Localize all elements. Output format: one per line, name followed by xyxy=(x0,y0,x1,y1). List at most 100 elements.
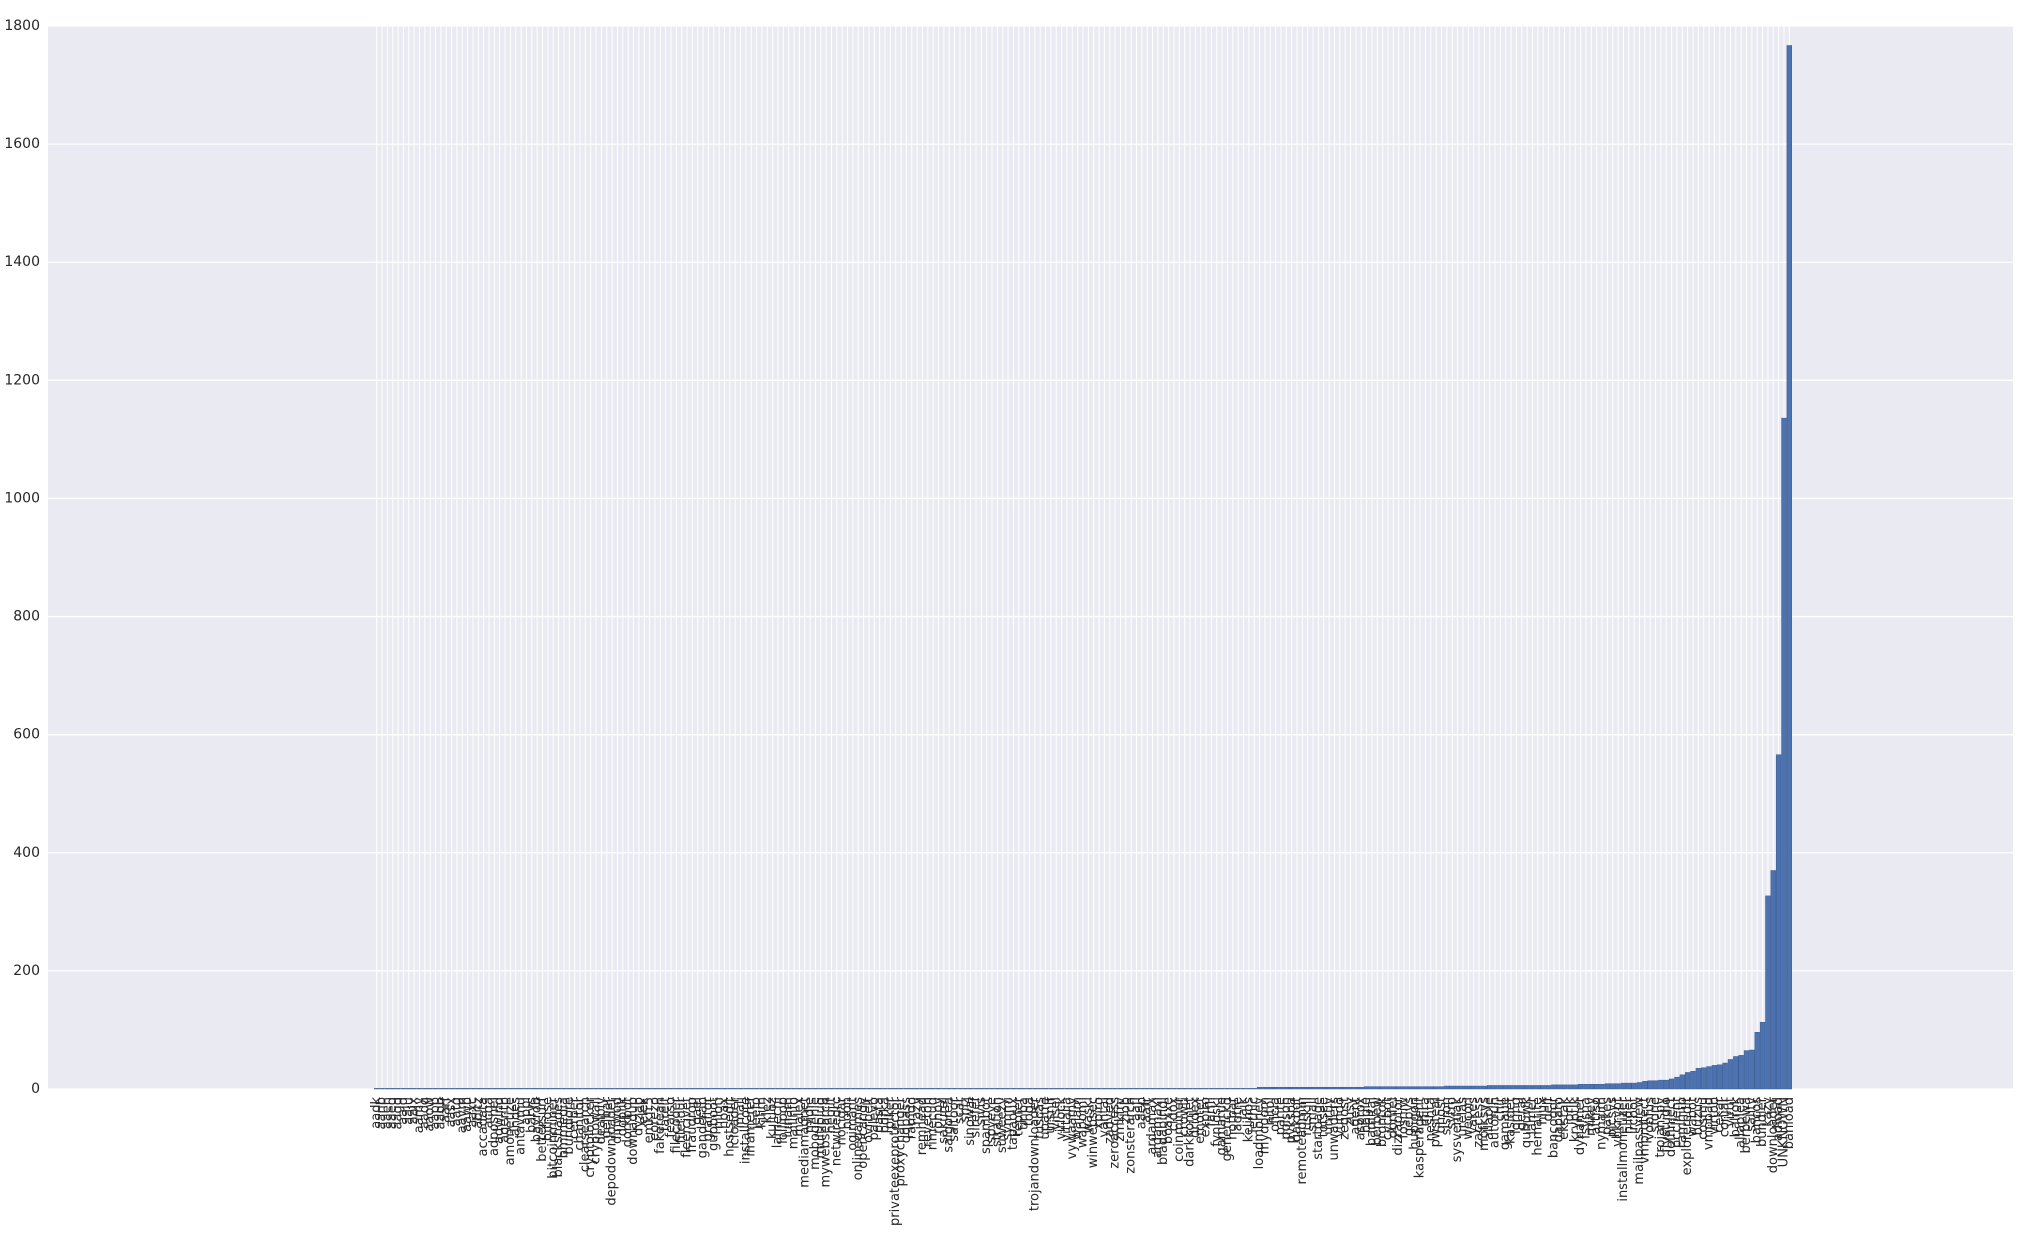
bar xyxy=(566,1088,572,1090)
bar xyxy=(1444,1085,1450,1090)
x-tick-label: farfli xyxy=(1204,1097,1219,1127)
bar xyxy=(850,1088,856,1090)
x-tick-label: coinminer xyxy=(1172,1096,1187,1161)
x-tick-label: mydoom xyxy=(1257,1097,1272,1154)
bar xyxy=(1337,1086,1343,1090)
x-tick-label: netwiredrc xyxy=(829,1097,844,1166)
x-tick-label: kryptik xyxy=(1568,1097,1583,1143)
x-tick-label: saltoor xyxy=(947,1096,962,1141)
x-tick-label: proxychanger xyxy=(894,1096,909,1186)
x-tick-label: lamechi xyxy=(770,1097,785,1148)
bar xyxy=(1417,1086,1423,1090)
bar xyxy=(620,1088,626,1090)
bar xyxy=(989,1088,995,1090)
bar xyxy=(1165,1088,1172,1090)
x-tick-label: fosniw xyxy=(1397,1097,1412,1139)
x-tick-label: agentb xyxy=(498,1097,513,1143)
bar xyxy=(1513,1085,1520,1090)
x-tick-label: aavm xyxy=(455,1097,470,1133)
x-tick-label: bmmedia xyxy=(556,1097,571,1158)
x-tick-label: qhost xyxy=(1434,1097,1449,1133)
bar xyxy=(641,1088,647,1090)
bar xyxy=(1561,1084,1568,1090)
bar xyxy=(695,1088,701,1090)
x-tick-label: dealply xyxy=(594,1097,609,1145)
x-tick-label: antavmu xyxy=(514,1097,529,1155)
bar xyxy=(711,1088,717,1090)
bar xyxy=(1684,1072,1691,1090)
bar xyxy=(887,1088,894,1090)
x-tick-label: zaccess xyxy=(1471,1097,1486,1148)
bar xyxy=(759,1088,765,1090)
bar xyxy=(705,1088,712,1090)
bar xyxy=(1358,1086,1364,1090)
x-tick-label: hoax xyxy=(717,1097,732,1129)
x-tick-label: balrok xyxy=(1728,1097,1743,1138)
x-tick-label: mobogenie xyxy=(808,1097,823,1170)
x-tick-label: aajx xyxy=(407,1097,422,1125)
bar xyxy=(1465,1085,1471,1090)
x-tick-label: razy xyxy=(910,1097,925,1125)
bar xyxy=(1240,1088,1247,1090)
bar xyxy=(1107,1088,1113,1090)
x-tick-label: nymaim xyxy=(1595,1097,1610,1150)
bar xyxy=(1396,1086,1402,1090)
x-tick-label: oficla xyxy=(1268,1097,1283,1132)
x-tick-label: agent xyxy=(1348,1097,1363,1135)
bar xyxy=(1454,1085,1461,1090)
x-tick-label: fsysna xyxy=(1578,1097,1593,1139)
x-tick-label: neojit xyxy=(824,1097,839,1134)
bar xyxy=(1535,1085,1541,1090)
x-tick-label: gael xyxy=(690,1097,705,1125)
bar xyxy=(518,1088,524,1090)
bar xyxy=(1695,1068,1702,1090)
x-tick-label: kuluoz xyxy=(765,1097,780,1139)
x-tick-label: banload xyxy=(1782,1097,1797,1149)
x-tick-label: vilsel xyxy=(1049,1097,1064,1130)
bar xyxy=(844,1088,851,1090)
bar xyxy=(919,1088,926,1090)
x-tick-label: pdfka xyxy=(878,1097,893,1133)
x-tick-label: gamarue xyxy=(1215,1097,1230,1155)
x-tick-label: zadved xyxy=(1102,1097,1117,1144)
bar xyxy=(1711,1065,1718,1090)
x-tick-label: hupigon xyxy=(1407,1097,1422,1150)
bar xyxy=(1476,1085,1482,1090)
bar xyxy=(1610,1083,1616,1090)
bar xyxy=(513,1088,519,1090)
x-tick-label: jeefo xyxy=(749,1097,764,1130)
x-tick-label: generickd xyxy=(1220,1097,1235,1161)
x-tick-label: noon xyxy=(840,1097,855,1129)
bar xyxy=(812,1088,819,1090)
x-tick-label: hematite xyxy=(1530,1097,1545,1156)
x-tick-label: ursnif xyxy=(1043,1097,1058,1134)
x-tick-label: wajam xyxy=(1070,1097,1085,1140)
bar xyxy=(529,1088,535,1090)
x-tick-label: klez xyxy=(760,1097,775,1123)
x-tick-label: loadmoney xyxy=(1252,1097,1267,1170)
x-tick-label: wecorl xyxy=(1461,1097,1476,1140)
x-tick-label: depodownloader xyxy=(605,1096,620,1205)
x-tick-label: remoteadmin xyxy=(1295,1097,1310,1185)
bar xyxy=(1219,1088,1225,1090)
bar xyxy=(786,1088,792,1090)
x-tick-label: sytro xyxy=(1445,1097,1460,1130)
bar xyxy=(395,1088,401,1090)
bar xyxy=(967,1088,974,1090)
x-tick-label: zmkfrv xyxy=(1113,1097,1128,1142)
bar xyxy=(1080,1088,1086,1090)
y-tick-label: 1600 xyxy=(4,136,40,152)
x-tick-label: cycbot xyxy=(1381,1097,1396,1140)
bar xyxy=(1481,1085,1487,1090)
bar xyxy=(1470,1085,1477,1090)
x-tick-label: vittalia xyxy=(1059,1097,1074,1142)
x-tick-label: ramdo xyxy=(904,1097,919,1139)
x-tick-label: aasx xyxy=(444,1097,459,1128)
bar xyxy=(866,1088,872,1090)
x-tick-label: bamital xyxy=(1364,1097,1379,1146)
bar xyxy=(946,1088,952,1090)
x-tick-label: hilder xyxy=(1621,1096,1636,1134)
x-tick-label: aagd xyxy=(391,1097,406,1129)
x-tick-label: lollipop xyxy=(776,1097,791,1144)
x-tick-label: cerber xyxy=(567,1096,582,1139)
